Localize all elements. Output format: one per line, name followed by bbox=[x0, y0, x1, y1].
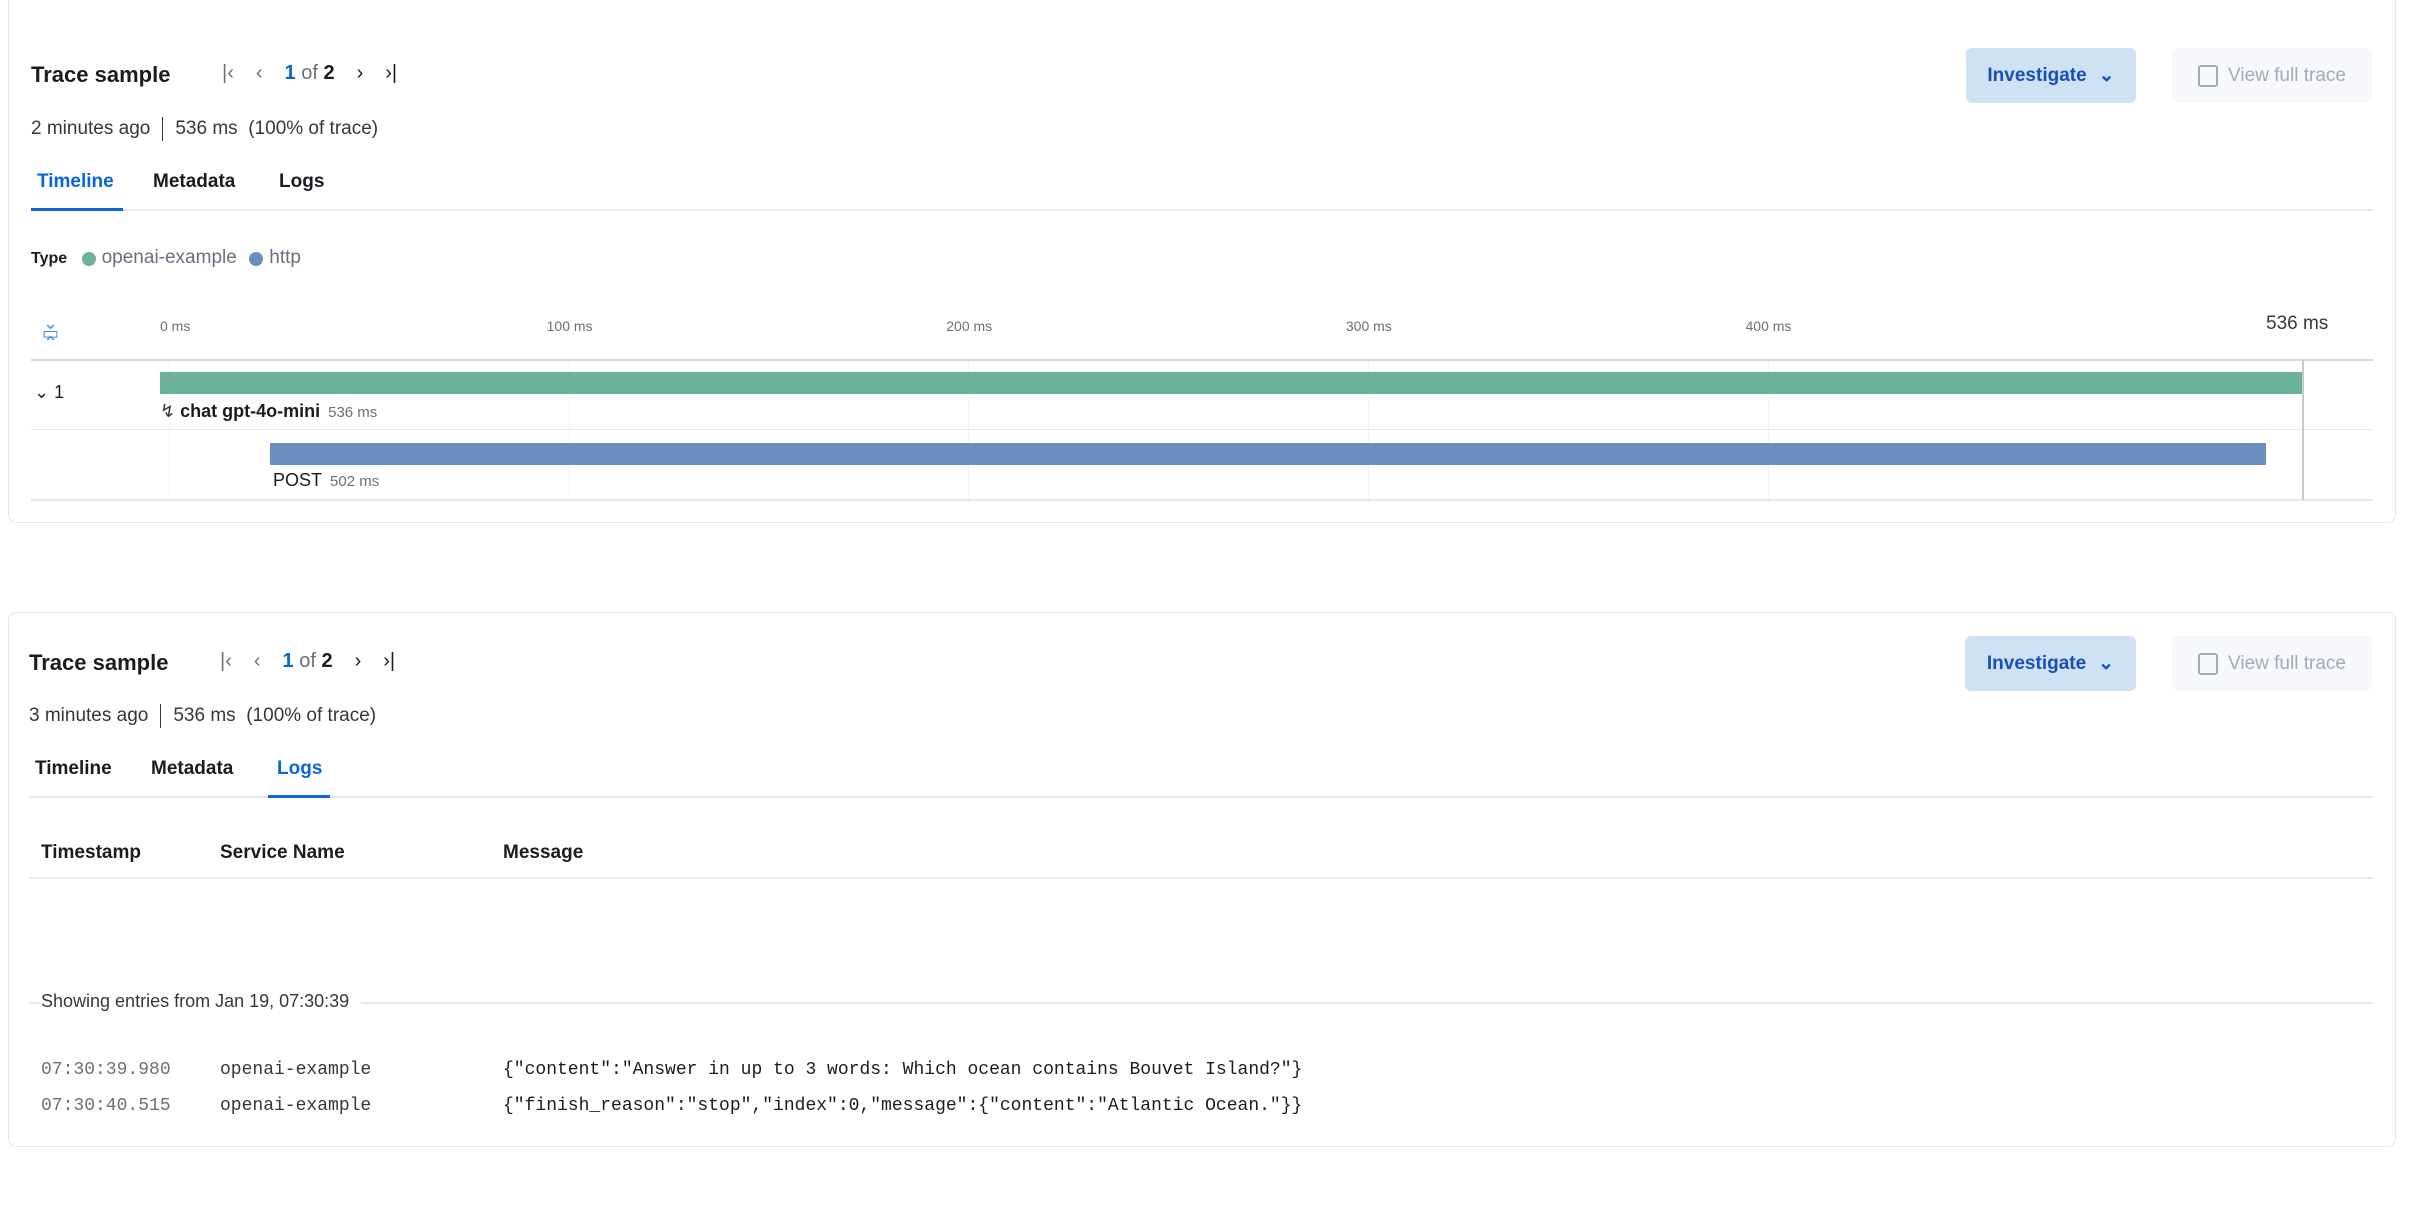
tab-metadata[interactable]: Metadata bbox=[153, 171, 236, 192]
group-label: 1 bbox=[54, 382, 65, 402]
view-full-trace-button[interactable]: View full trace bbox=[2172, 636, 2372, 691]
span-label-post[interactable]: POST 502 ms bbox=[273, 470, 379, 491]
col-service-name[interactable]: Service Name bbox=[220, 842, 345, 863]
tick-label: 0 ms bbox=[160, 318, 191, 334]
gridline bbox=[968, 361, 970, 499]
entries-divider-label: Showing entries from Jan 19, 07:30:39 bbox=[41, 991, 362, 1012]
trace-duration: 536 ms bbox=[173, 705, 236, 727]
span-duration: 502 ms bbox=[330, 473, 380, 490]
gridline bbox=[568, 361, 570, 499]
current-page: 1 bbox=[282, 650, 294, 672]
log-message: {"content":"Answer in up to 3 words: Whi… bbox=[503, 1060, 1303, 1080]
legend-dot-http bbox=[249, 251, 264, 266]
gridline bbox=[169, 361, 170, 499]
log-timestamp: 07:30:39.980 bbox=[41, 1060, 171, 1080]
view-full-trace-label: View full trace bbox=[2228, 652, 2346, 674]
trace-summary: 2 minutes ago 536 ms (100% of trace) bbox=[31, 117, 378, 141]
trace-percent: (100% of trace) bbox=[246, 705, 377, 727]
trace-sample-panel-1 bbox=[8, 0, 2396, 523]
investigate-button[interactable]: Investigate ⌄ bbox=[1965, 636, 2136, 691]
of-label: of bbox=[299, 650, 316, 672]
trace-age: 3 minutes ago bbox=[29, 705, 149, 727]
log-message: {"finish_reason":"stop","index":0,"messa… bbox=[503, 1096, 1303, 1116]
chevron-down-icon: ⌄ bbox=[2098, 65, 2115, 86]
span-name: chat gpt-4o-mini bbox=[180, 401, 321, 421]
pagination: |‹ ‹ 1 of 2 › ›| bbox=[220, 650, 395, 673]
trace-summary: 3 minutes ago 536 ms (100% of trace) bbox=[29, 704, 376, 728]
trace-age: 2 minutes ago bbox=[31, 118, 151, 140]
tab-timeline[interactable]: Timeline bbox=[37, 171, 114, 192]
chevron-down-icon: ⌄ bbox=[34, 382, 50, 402]
tick-label: 300 ms bbox=[1345, 318, 1392, 334]
first-page-icon[interactable]: |‹ bbox=[222, 62, 234, 84]
document-icon bbox=[2198, 652, 2219, 675]
next-page-icon[interactable]: › bbox=[354, 650, 362, 672]
tick-label: 100 ms bbox=[546, 318, 593, 334]
prev-page-icon[interactable]: ‹ bbox=[255, 62, 263, 84]
active-tab-indicator bbox=[268, 795, 330, 798]
legend-http: http bbox=[269, 247, 301, 268]
span-icon: ↯ bbox=[160, 401, 176, 421]
chevron-down-icon: ⌄ bbox=[2098, 653, 2115, 674]
trace-percent: (100% of trace) bbox=[248, 118, 379, 140]
trace-sample-panel-2 bbox=[8, 612, 2396, 1147]
investigate-label: Investigate bbox=[1986, 652, 2087, 674]
tick-total: 536 ms bbox=[2266, 313, 2329, 334]
panel-title: Trace sample bbox=[29, 650, 169, 675]
log-timestamp: 07:30:40.515 bbox=[41, 1096, 171, 1116]
tab-logs[interactable]: Logs bbox=[279, 171, 325, 192]
span-bar[interactable] bbox=[269, 443, 2267, 465]
investigate-button[interactable]: Investigate ⌄ bbox=[1966, 48, 2136, 103]
prev-page-icon[interactable]: ‹ bbox=[253, 650, 261, 672]
tick-label: 400 ms bbox=[1745, 318, 1792, 334]
gridline bbox=[1367, 361, 1369, 499]
legend-dot-openai bbox=[81, 251, 96, 266]
tab-metadata[interactable]: Metadata bbox=[151, 758, 234, 779]
col-message[interactable]: Message bbox=[503, 842, 584, 863]
span-label-chat[interactable]: ↯ chat gpt-4o-mini 536 ms bbox=[160, 401, 377, 422]
tab-logs[interactable]: Logs bbox=[277, 758, 323, 779]
log-service: openai-example bbox=[220, 1096, 372, 1116]
group-toggle[interactable]: ⌄ 1 bbox=[34, 382, 64, 403]
tick-label: 200 ms bbox=[946, 318, 993, 334]
gridline bbox=[1767, 361, 1769, 499]
legend-label: Type bbox=[31, 250, 68, 267]
tab-timeline[interactable]: Timeline bbox=[35, 758, 112, 779]
log-service: openai-example bbox=[220, 1060, 372, 1080]
trace-duration: 536 ms bbox=[175, 118, 238, 140]
next-page-icon[interactable]: › bbox=[356, 62, 364, 84]
view-full-trace-label: View full trace bbox=[2228, 64, 2346, 86]
last-page-icon[interactable]: ›| bbox=[383, 650, 396, 672]
col-timestamp[interactable]: Timestamp bbox=[41, 842, 141, 863]
last-page-icon[interactable]: ›| bbox=[385, 62, 398, 84]
panel-title: Trace sample bbox=[31, 62, 171, 87]
legend-openai: openai-example bbox=[101, 247, 237, 268]
span-duration: 536 ms bbox=[328, 404, 378, 421]
investigate-label: Investigate bbox=[1987, 64, 2087, 86]
type-legend: Type openai-example http bbox=[31, 247, 301, 269]
span-bar[interactable] bbox=[160, 372, 2302, 394]
collapse-all-icon[interactable]: ⌄ ▭ ⌃ bbox=[42, 313, 60, 353]
document-icon bbox=[2198, 64, 2219, 87]
span-name: POST bbox=[273, 470, 323, 490]
first-page-icon[interactable]: |‹ bbox=[220, 650, 232, 672]
active-tab-indicator bbox=[31, 208, 123, 211]
current-page: 1 bbox=[284, 62, 296, 84]
total-pages: 2 bbox=[321, 650, 333, 672]
total-pages: 2 bbox=[323, 62, 335, 84]
view-full-trace-button[interactable]: View full trace bbox=[2172, 48, 2372, 103]
of-label: of bbox=[301, 62, 318, 84]
pagination: |‹ ‹ 1 of 2 › ›| bbox=[222, 62, 397, 85]
